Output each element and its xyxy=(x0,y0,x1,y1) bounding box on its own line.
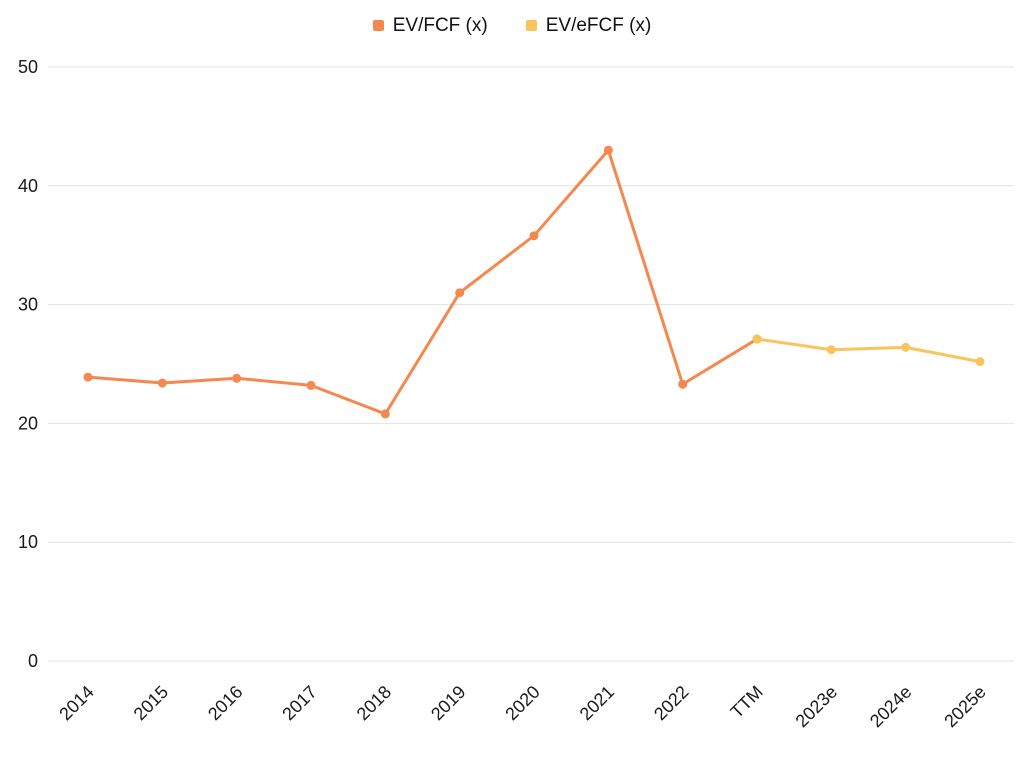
x-tick-label: 2016 xyxy=(204,682,246,724)
x-tick-label: 2017 xyxy=(278,682,320,724)
x-tick-label: 2023e xyxy=(792,682,842,732)
y-tick-label: 0 xyxy=(28,651,38,671)
x-tick-label: TTM xyxy=(727,682,767,722)
data-point xyxy=(83,372,93,382)
data-point xyxy=(901,342,911,352)
y-tick-label: 20 xyxy=(18,413,38,433)
x-tick-label: 2024e xyxy=(866,682,916,732)
y-tick-label: 40 xyxy=(18,176,38,196)
legend-marker-ev-efcf-icon xyxy=(525,20,537,31)
x-tick-label: 2014 xyxy=(55,682,97,724)
data-point xyxy=(529,231,539,241)
data-point xyxy=(752,334,762,344)
y-tick-label: 30 xyxy=(18,295,38,315)
data-point xyxy=(975,357,985,367)
data-point xyxy=(232,373,242,383)
legend-marker-ev-fcf-icon xyxy=(372,20,384,31)
y-tick-label: 10 xyxy=(18,532,38,552)
y-tick-label: 50 xyxy=(18,57,38,77)
x-tick-label: 2015 xyxy=(130,682,172,724)
series-line xyxy=(86,148,759,416)
x-tick-label: 2022 xyxy=(650,682,692,724)
legend-label-ev-efcf: EV/eFCF (x) xyxy=(545,15,652,36)
series-line xyxy=(755,337,982,364)
data-point xyxy=(306,380,316,390)
data-point xyxy=(678,379,688,389)
x-tick-label: 2020 xyxy=(501,682,543,724)
x-tick-label: 2025e xyxy=(940,682,990,732)
legend-label-ev-fcf: EV/FCF (x) xyxy=(392,15,488,36)
x-tick-label: 2019 xyxy=(427,682,469,724)
data-point xyxy=(157,378,167,388)
data-point xyxy=(455,288,465,298)
chart-legend: EV/FCF (x) EV/eFCF (x) xyxy=(0,16,1024,35)
data-point xyxy=(380,409,390,419)
x-tick-label: 2021 xyxy=(576,682,618,724)
data-point xyxy=(603,145,613,155)
x-tick-label: 2018 xyxy=(353,682,395,724)
data-point xyxy=(826,345,836,355)
legend-item-ev-efcf[interactable]: EV/eFCF (x) xyxy=(525,15,652,36)
legend-item-ev-fcf[interactable]: EV/FCF (x) xyxy=(372,15,488,36)
